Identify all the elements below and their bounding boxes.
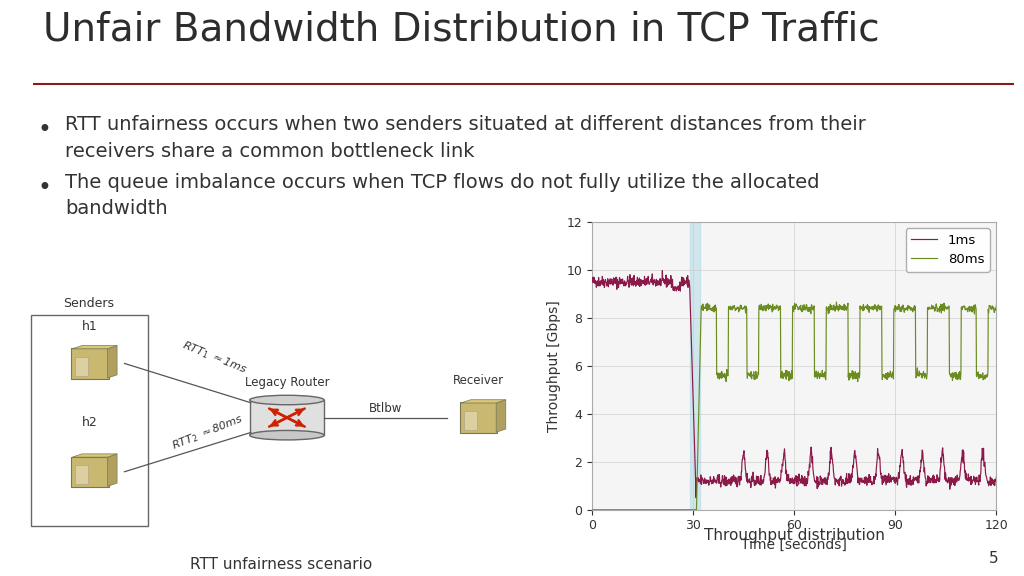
Line: 1ms: 1ms [592,271,996,498]
Text: Btlbw: Btlbw [369,401,402,415]
80ms [990,302,1002,309]
Text: h1: h1 [82,320,97,332]
Text: h2: h2 [82,416,97,429]
Text: Receiver: Receiver [453,374,504,386]
Polygon shape [497,400,506,432]
Text: $RTT_2$ $\approx$80ms: $RTT_2$ $\approx$80ms [170,411,246,453]
Polygon shape [461,400,506,403]
1ms [654,275,667,282]
Text: •: • [38,118,51,142]
FancyBboxPatch shape [32,314,148,526]
Text: Throughput distribution: Throughput distribution [703,528,885,543]
FancyBboxPatch shape [75,357,88,376]
80ms [639,506,651,513]
80ms [654,506,667,513]
Polygon shape [108,346,117,378]
Text: bandwidth: bandwidth [65,199,168,218]
Text: Unfair Bandwidth Distribution in TCP Traffic: Unfair Bandwidth Distribution in TCP Tra… [43,11,880,49]
Ellipse shape [250,395,325,405]
FancyBboxPatch shape [72,348,109,378]
Legend: 1ms, 80ms: 1ms, 80ms [906,228,990,271]
FancyBboxPatch shape [75,465,88,484]
80ms [722,372,734,379]
FancyBboxPatch shape [250,400,325,435]
80ms [830,298,843,305]
1ms [656,267,669,274]
80ms [807,304,819,310]
X-axis label: Time [seconds]: Time [seconds] [741,538,847,552]
1ms [799,478,811,485]
1ms [639,276,651,283]
Polygon shape [73,454,117,457]
Polygon shape [108,454,117,486]
1ms [723,480,735,487]
1ms [586,277,598,284]
Text: receivers share a common bottleneck link: receivers share a common bottleneck link [65,142,474,161]
Text: $RTT_1$ $\approx$1ms: $RTT_1$ $\approx$1ms [180,338,250,377]
Bar [689,222,699,510]
Y-axis label: Throughput [Gbps]: Throughput [Gbps] [547,300,561,431]
FancyBboxPatch shape [460,403,498,433]
Line: 80ms: 80ms [592,302,996,510]
Text: The queue imbalance occurs when TCP flows do not fully utilize the allocated: The queue imbalance occurs when TCP flow… [65,173,819,192]
1ms [990,473,1002,480]
Text: RTT unfairness occurs when two senders situated at different distances from thei: RTT unfairness occurs when two senders s… [65,115,865,134]
1ms [762,454,774,461]
Text: Senders: Senders [63,297,115,310]
Text: RTT unfairness scenario: RTT unfairness scenario [190,557,373,572]
Polygon shape [73,346,117,349]
80ms [586,506,598,513]
Text: 5: 5 [989,551,998,566]
Text: •: • [38,176,51,200]
Ellipse shape [250,430,325,440]
FancyBboxPatch shape [464,411,477,430]
FancyBboxPatch shape [72,457,109,487]
1ms [807,471,819,478]
80ms [799,302,811,309]
80ms [761,302,773,309]
1ms [690,494,702,501]
Text: Legacy Router: Legacy Router [245,377,330,389]
